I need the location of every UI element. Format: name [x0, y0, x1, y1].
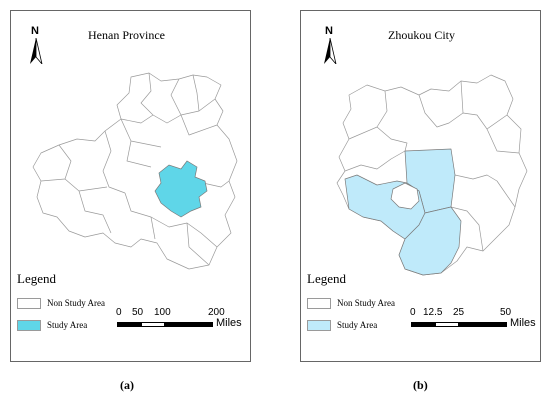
caption-open: ( — [120, 378, 124, 392]
legend-title: Legend — [307, 271, 346, 286]
north-arrow-icon: N — [321, 25, 341, 67]
district-boundary — [130, 140, 162, 148]
legend-label-non-study: Non Study Area — [337, 298, 395, 308]
district-boundary — [418, 94, 508, 130]
study-area-region — [154, 160, 208, 218]
scale-unit: Miles — [216, 317, 242, 329]
map-title: Zhoukou City — [388, 28, 456, 42]
district-boundary — [102, 130, 126, 194]
caption-letter: a — [124, 378, 130, 392]
caption-a: (a) — [120, 378, 134, 393]
legend-label-study: Study Area — [47, 320, 88, 330]
caption-open: ( — [413, 378, 417, 392]
scale-tick: 25 — [453, 307, 465, 318]
district-boundary — [348, 126, 378, 140]
north-arrow-shape — [324, 38, 337, 64]
district-boundary — [140, 72, 154, 116]
district-boundary — [486, 128, 520, 154]
non-study-swatch — [307, 298, 331, 309]
district-boundary — [376, 90, 408, 152]
scale-segment — [117, 322, 141, 327]
scale-tick: 50 — [500, 307, 512, 318]
district-boundary — [170, 78, 182, 116]
non-study-enclave — [390, 182, 420, 210]
district-boundary — [124, 192, 218, 248]
district-boundary — [180, 114, 218, 136]
scale-tick: 50 — [132, 307, 144, 318]
map-panel-zhoukou: Zhoukou City N Legend No — [300, 10, 541, 362]
scale-unit: Miles — [510, 317, 536, 329]
map-title: Henan Province — [88, 28, 165, 42]
district-boundary — [192, 74, 200, 112]
caption-b: (b) — [413, 378, 428, 393]
zhoukou-map — [336, 74, 528, 276]
scale-segment — [141, 322, 165, 327]
district-boundary — [150, 216, 156, 240]
non-study-swatch — [17, 298, 41, 309]
north-label: N — [325, 25, 333, 37]
district-boundary — [344, 150, 406, 172]
district-boundary — [40, 178, 66, 182]
district-boundary — [78, 186, 108, 192]
district-boundary — [186, 222, 210, 266]
scale-tick: 12.5 — [423, 307, 443, 318]
caption-letter: b — [417, 378, 424, 392]
henan-map — [32, 72, 238, 270]
district-boundary — [450, 206, 484, 252]
district-boundary — [460, 80, 464, 114]
scale-tick: 0 — [116, 307, 122, 318]
scale-tick: 100 — [154, 307, 171, 318]
caption-close: ) — [130, 378, 134, 392]
scale-segment — [165, 322, 213, 327]
north-label: N — [31, 25, 39, 37]
legend-title: Legend — [17, 271, 56, 286]
scale-segment — [435, 322, 459, 327]
study-swatch — [17, 320, 41, 331]
legend-label-non-study: Non Study Area — [47, 298, 105, 308]
district-boundary — [120, 118, 152, 168]
legend-label-study: Study Area — [337, 320, 378, 330]
scale-tick: 0 — [410, 307, 416, 318]
district-boundary — [454, 174, 516, 208]
caption-close: ) — [423, 378, 428, 392]
scale-tick: 200 — [208, 307, 225, 318]
study-area-district — [398, 206, 462, 276]
scale-segment — [411, 322, 435, 327]
north-arrow-shape — [30, 38, 43, 64]
north-arrow-icon: N — [27, 25, 47, 67]
map-panel-henan: Henan Province N L — [10, 10, 251, 362]
study-swatch — [307, 320, 331, 331]
scale-segment — [459, 322, 507, 327]
district-boundary — [202, 180, 230, 188]
henan-outline — [32, 72, 238, 270]
